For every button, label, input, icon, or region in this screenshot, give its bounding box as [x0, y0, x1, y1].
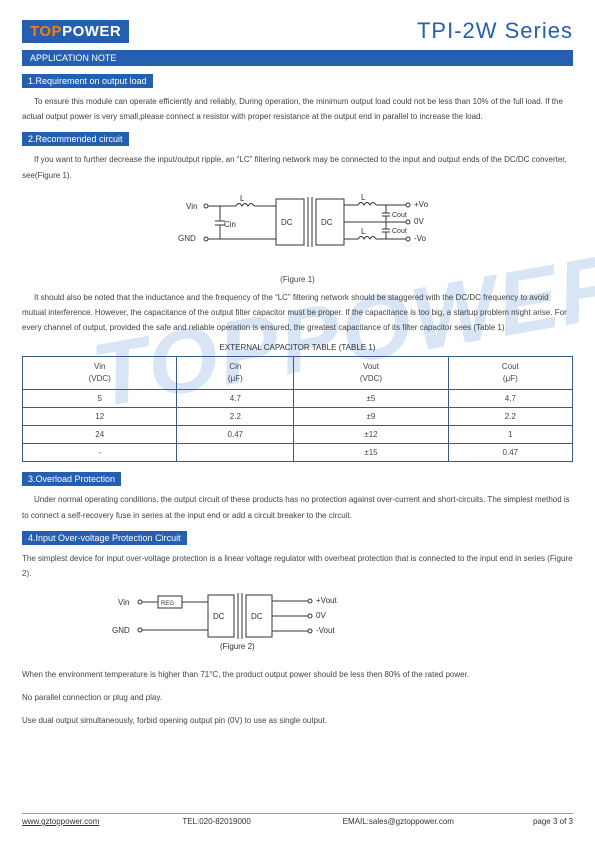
- section-3-heading: 3.Overload Protection: [22, 472, 121, 486]
- header: TOPPOWER TPI-2W Series: [22, 18, 573, 44]
- table-row: - ±15 0.47: [23, 444, 573, 462]
- figure-1: Vin L Cin GND: [22, 191, 573, 284]
- fig1-vo-n: -Vo: [414, 234, 427, 243]
- section-4-note3: Use dual output simultaneously, forbid o…: [22, 713, 573, 728]
- fig1-dc2: DC: [321, 218, 333, 227]
- table-row: 12 2.2 ±9 2.2: [23, 408, 573, 426]
- page-content: TOPPOWER TPI-2W Series APPLICATION NOTE …: [0, 0, 595, 729]
- series-title: TPI-2W Series: [417, 18, 573, 44]
- figure-1-caption: (Figure 1): [22, 275, 573, 284]
- fig2-0v: 0V: [316, 611, 326, 620]
- th-cout: Cout(μF): [448, 357, 572, 390]
- figure-2-svg: Vin REG GND DC DC: [112, 589, 362, 659]
- table-row: 5 4.7 ±5 4.7: [23, 390, 573, 408]
- fig1-gnd-label: GND: [178, 234, 196, 243]
- fig1-vin-label: Vin: [186, 202, 197, 211]
- table-row: 24 0.47 ±12 1: [23, 426, 573, 444]
- figure-2: Vin REG GND DC DC: [22, 589, 573, 661]
- section-4-note2: No parallel connection or plug and play.: [22, 690, 573, 705]
- fig1-cout1: Cout: [392, 212, 407, 219]
- fig1-L-out2: L: [361, 227, 366, 236]
- figure-2-caption: (Figure 2): [220, 642, 255, 651]
- section-4-note1: When the environment temperature is high…: [22, 667, 573, 682]
- fig1-dc1: DC: [281, 218, 293, 227]
- footer-tel: TEL:020-82019000: [182, 817, 342, 826]
- section-1-text: To ensure this module can operate effici…: [22, 94, 573, 124]
- footer-page: page 3 of 3: [503, 817, 573, 826]
- fig1-cin-label: Cin: [224, 220, 236, 229]
- fig2-dc1: DC: [213, 612, 225, 621]
- fig1-vo-p: +Vo: [414, 200, 429, 209]
- section-4: 4.Input Over-voltage Protection Circuit …: [22, 531, 573, 729]
- th-cin: Cin(μF): [177, 357, 294, 390]
- fig1-L-in: L: [240, 194, 245, 203]
- table-1-title: EXTERNAL CAPACITOR TABLE (TABLE 1): [22, 343, 573, 352]
- th-vout: Vout(VDC): [294, 357, 448, 390]
- section-2-after-fig: It should also be noted that the inducta…: [22, 290, 573, 336]
- fig2-dc2: DC: [251, 612, 263, 621]
- section-1: 1.Requirement on output load To ensure t…: [22, 74, 573, 124]
- logo-suffix: POWER: [62, 23, 121, 40]
- fig2-gnd: GND: [112, 626, 130, 635]
- section-2: 2.Recommended circuit If you want to fur…: [22, 132, 573, 462]
- section-2-intro: If you want to further decrease the inpu…: [22, 152, 573, 182]
- footer-url: www.gztoppower.com: [22, 817, 182, 826]
- capacitor-table: Vin(VDC) Cin(μF) Vout(VDC) Cout(μF) 5 4.…: [22, 356, 573, 462]
- figure-1-svg: Vin L Cin GND: [158, 191, 438, 271]
- section-2-heading: 2.Recommended circuit: [22, 132, 129, 146]
- fig2-vout-p: +Vout: [316, 596, 337, 605]
- logo: TOPPOWER: [22, 20, 129, 43]
- fig2-reg: REG: [161, 601, 174, 607]
- fig2-vin: Vin: [118, 598, 129, 607]
- table-header-row: Vin(VDC) Cin(μF) Vout(VDC) Cout(μF): [23, 357, 573, 390]
- footer: www.gztoppower.com TEL:020-82019000 EMAI…: [22, 813, 573, 826]
- fig1-cout2: Cout: [392, 228, 407, 235]
- th-vin: Vin(VDC): [23, 357, 177, 390]
- fig1-0v: 0V: [414, 217, 424, 226]
- logo-prefix: TOP: [30, 23, 62, 40]
- section-4-heading: 4.Input Over-voltage Protection Circuit: [22, 531, 187, 545]
- section-4-intro: The simplest device for input over-volta…: [22, 551, 573, 581]
- section-3-text: Under normal operating conditions, the o…: [22, 492, 573, 522]
- application-note-bar: APPLICATION NOTE: [22, 50, 573, 66]
- fig1-L-out1: L: [361, 193, 366, 202]
- section-3: 3.Overload Protection Under normal opera…: [22, 472, 573, 522]
- fig2-vout-n: -Vout: [316, 626, 335, 635]
- section-1-heading: 1.Requirement on output load: [22, 74, 153, 88]
- footer-email: EMAIL:sales@gztoppower.com: [343, 817, 503, 826]
